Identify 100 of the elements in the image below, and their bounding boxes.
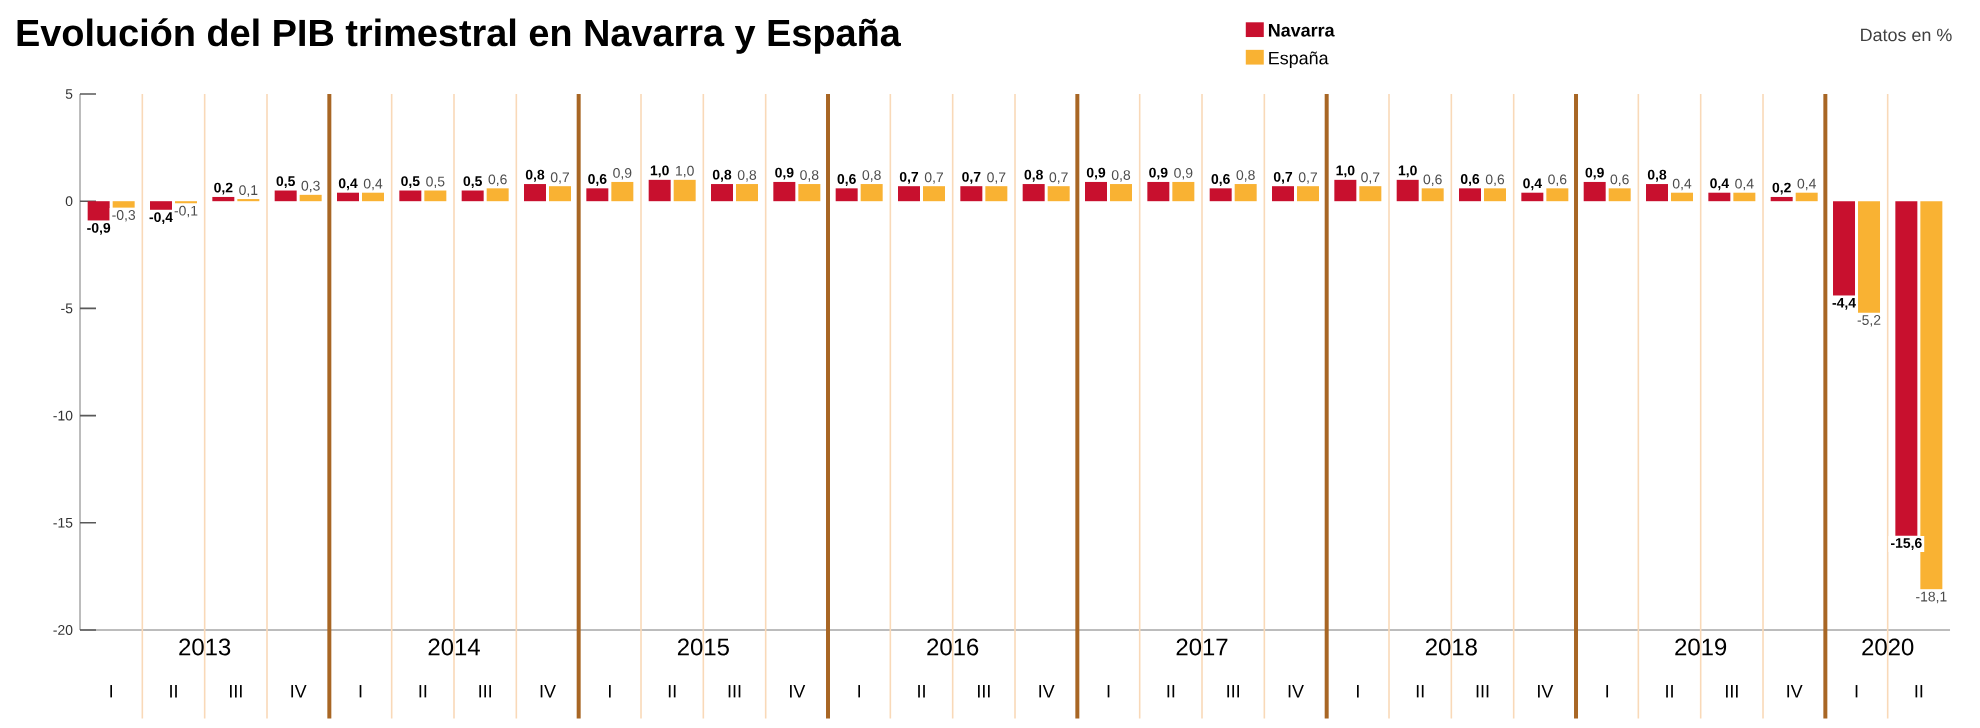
x-tick-label: IV [1288, 685, 1304, 698]
bar [362, 192, 384, 202]
bar [1272, 186, 1295, 202]
bar [673, 179, 696, 202]
bar [1895, 201, 1918, 536]
x-tick-label: I [359, 685, 362, 698]
bar [524, 184, 547, 202]
x-tick-label: III [1476, 685, 1489, 698]
x-tick-label: II [419, 685, 427, 698]
bar [1110, 184, 1133, 202]
x-tick-label: I [1855, 685, 1858, 698]
bar [711, 184, 734, 202]
x-tick-label: IV [291, 685, 307, 698]
bar [150, 201, 172, 210]
bar [923, 186, 946, 202]
bar [586, 188, 609, 202]
bar [1147, 181, 1170, 202]
text: 2017 [1176, 638, 1228, 656]
x-tick-label: I [1606, 685, 1609, 698]
bar [1671, 192, 1694, 202]
text: Datos en % [1861, 28, 1952, 42]
bar [87, 201, 110, 221]
x-tick-label: I [609, 685, 611, 698]
bar [112, 201, 135, 208]
bar [1172, 181, 1195, 202]
x-tick-label: III [1227, 685, 1240, 698]
x-tick-label: III [479, 685, 492, 698]
x-tick-label: II [1416, 685, 1424, 698]
x-tick-label: III [230, 685, 242, 698]
text: 2014 [428, 638, 480, 656]
bar [1920, 201, 1943, 590]
chart-title: Evolución del PIB trimestral en Navarra y España [17, 18, 901, 54]
bar [798, 184, 821, 202]
bar [736, 184, 759, 202]
x-tick-label: II [668, 685, 676, 698]
x-tick-label: II [1666, 685, 1673, 698]
bar [1484, 188, 1507, 202]
bar [1708, 192, 1731, 202]
bar [1459, 188, 1482, 202]
bar [1833, 201, 1856, 296]
bar [773, 181, 796, 202]
x-tick-label: IV [1039, 685, 1055, 698]
text: 2018 [1425, 638, 1477, 656]
bar [1421, 188, 1444, 202]
x-tick-label: I [1107, 685, 1110, 698]
bar [1334, 179, 1357, 202]
text: 2016 [927, 638, 979, 656]
x-tick-label: II [170, 685, 177, 698]
bar [985, 186, 1008, 202]
x-tick-label: III [1726, 685, 1738, 698]
bar [1359, 186, 1382, 202]
x-tick-label: IV [1787, 685, 1803, 698]
bar [1858, 201, 1881, 313]
bar [1733, 192, 1756, 202]
text: 2020 [1862, 638, 1914, 656]
bar [835, 188, 858, 202]
bar [1521, 192, 1544, 202]
bar [1770, 196, 1793, 202]
bar [1646, 184, 1669, 202]
x-tick-label: III [978, 685, 990, 698]
bar [1795, 192, 1818, 202]
x-tick-label: II [918, 685, 925, 698]
x-tick-label: III [728, 685, 741, 698]
x-tick-label: II [1915, 685, 1923, 698]
bar [1047, 186, 1070, 202]
bar [1234, 184, 1257, 202]
bar [1085, 181, 1108, 202]
bar [299, 194, 322, 202]
x-tick-label: IV [540, 685, 556, 698]
text: 2019 [1675, 638, 1727, 656]
bar [1297, 186, 1320, 202]
bar [1022, 184, 1045, 202]
bar [1209, 188, 1232, 202]
bar [399, 190, 422, 202]
bar [898, 186, 921, 202]
bar [1608, 188, 1631, 202]
bar [461, 190, 484, 202]
bar [1583, 181, 1606, 202]
bar [274, 190, 297, 202]
bar [860, 184, 883, 202]
bar [648, 179, 671, 202]
bar [212, 196, 235, 202]
bar [1546, 188, 1569, 202]
bar [549, 186, 572, 202]
legend-label: Navarra [1268, 24, 1335, 37]
x-tick-label: I [858, 685, 861, 698]
x-tick-label: I [1357, 685, 1359, 698]
bar [960, 186, 983, 202]
bar [1396, 179, 1419, 202]
text: 2013 [179, 638, 231, 656]
text: 2015 [677, 638, 729, 656]
x-tick-label: IV [790, 685, 806, 698]
x-tick-label: IV [1538, 685, 1554, 698]
x-tick-label: I [110, 685, 113, 698]
bar [337, 192, 359, 202]
x-tick-label: II [1167, 685, 1175, 698]
bar [611, 181, 634, 202]
legend-label: España [1269, 51, 1329, 68]
bar [424, 190, 447, 202]
bar [486, 188, 509, 202]
